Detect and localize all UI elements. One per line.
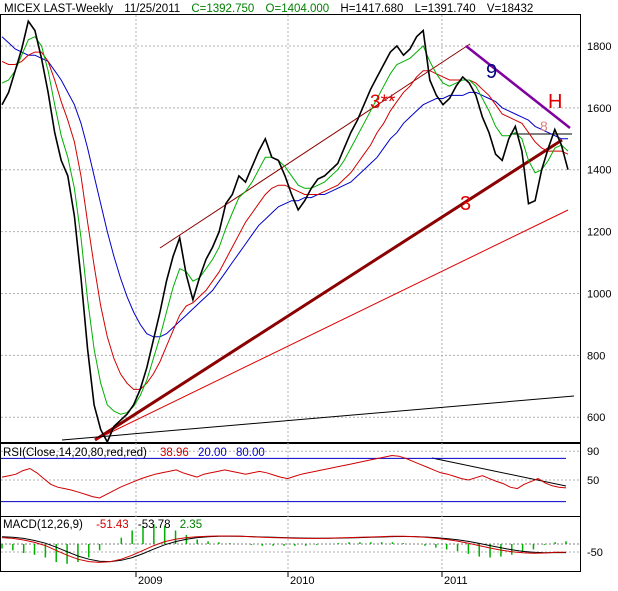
rsi-series-layer bbox=[1, 454, 567, 503]
x-tick-label: 2009 bbox=[138, 575, 162, 587]
header-low: L=1391.740 bbox=[415, 3, 476, 15]
price-close-line bbox=[1, 19, 569, 444]
trendline-long-black bbox=[61, 395, 575, 441]
price-series-layer bbox=[1, 19, 569, 444]
header-high: H=1417.680 bbox=[340, 3, 403, 15]
rsi-value: 38.96 bbox=[160, 447, 189, 459]
macd-label: MACD(12,26,9) bbox=[3, 519, 83, 531]
y-tick-label: 1600 bbox=[587, 103, 611, 115]
y-tick-label: 1400 bbox=[587, 165, 611, 177]
trendline-wave3-main bbox=[94, 138, 563, 442]
svg-text:RSI(Close,14,20,80,red,red): RSI(Close,14,20,80,red,red) 38.96 20.00 … bbox=[3, 447, 265, 459]
trendline-purple-upper bbox=[465, 45, 571, 129]
grid-lines bbox=[1, 15, 580, 571]
axis-labels: 2009 2010 2011 600 800 1000 1200 1400 1600 1800 50… bbox=[135, 41, 611, 587]
x-tick-label: 2010 bbox=[290, 575, 314, 587]
header-date: 11/25/2011 bbox=[124, 3, 180, 15]
macd-signal-line bbox=[1, 535, 566, 563]
macd-panel-frame bbox=[0, 516, 581, 572]
rsi-label: RSI(Close,14,20,80,red,red) bbox=[3, 447, 147, 459]
macd-line bbox=[1, 535, 567, 563]
rsi-trendline bbox=[431, 457, 567, 487]
y-tick-label: 1800 bbox=[587, 41, 611, 53]
annotation-wave-3-double-star: 3** bbox=[370, 92, 396, 113]
ma-fast-line bbox=[1, 36, 569, 415]
macd-signal-value: -53.78 bbox=[138, 519, 171, 531]
x-tick-label: 2011 bbox=[444, 575, 468, 587]
trendline-wave3-channel-upper bbox=[159, 43, 471, 249]
annotation-wave-9: 9 bbox=[486, 61, 497, 83]
y-tick-label: 1000 bbox=[587, 288, 611, 300]
header-volume: V=18432 bbox=[487, 3, 533, 15]
trendline-thin-red bbox=[94, 209, 569, 441]
macd-y-tick-label: -50 bbox=[587, 547, 603, 559]
macd-hist-value: 2.35 bbox=[180, 519, 202, 531]
y-tick-label: 800 bbox=[587, 350, 605, 362]
annotation-wave-8: 8 bbox=[540, 118, 548, 134]
y-tick-label: 1200 bbox=[587, 227, 611, 239]
ma-mid-line bbox=[1, 51, 569, 390]
price-panel-frame bbox=[0, 14, 581, 443]
rsi-y-tick-label: 90 bbox=[587, 446, 599, 458]
header-open: O=1404.000 bbox=[266, 3, 330, 15]
rsi-y-tick-label: 50 bbox=[587, 475, 599, 487]
y-tick-label: 600 bbox=[587, 412, 605, 424]
rsi-line bbox=[1, 454, 567, 499]
svg-text:MICEX LAST-Weekly 11/25/20: MICEX LAST-Weekly 11/25/2011 C=1392.750 … bbox=[4, 3, 533, 15]
macd-value: -51.43 bbox=[96, 519, 129, 531]
macd-series-layer bbox=[1, 524, 567, 564]
rsi-high-level: 80.00 bbox=[236, 447, 265, 459]
svg-text:MACD(12,26,9) -51.43 -: MACD(12,26,9) -51.43 -53.78 2.35 bbox=[3, 519, 202, 531]
header-symbol: MICEX LAST-Weekly bbox=[4, 3, 113, 15]
trend-lines bbox=[61, 43, 575, 487]
rsi-low-level: 20.00 bbox=[198, 447, 227, 459]
header-close: C=1392.750 bbox=[191, 3, 254, 15]
annotation-wave-3: 3 bbox=[460, 193, 471, 215]
annotation-h: H bbox=[548, 91, 562, 113]
